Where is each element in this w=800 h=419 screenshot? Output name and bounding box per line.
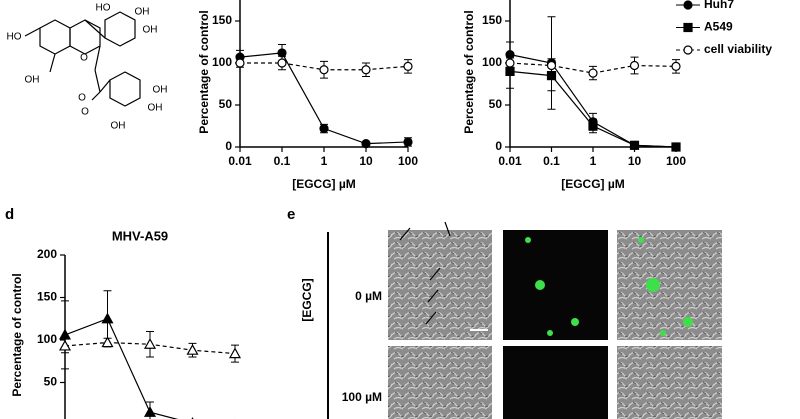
marker bbox=[403, 137, 413, 147]
marker bbox=[58, 339, 72, 351]
y-tick-label: 100 bbox=[37, 332, 57, 346]
row-label: 0 µM bbox=[355, 289, 382, 303]
marker bbox=[143, 406, 157, 417]
marker bbox=[101, 312, 114, 324]
marker bbox=[277, 48, 287, 58]
marker bbox=[186, 343, 199, 355]
x-axis-label: [EGCG] µM bbox=[561, 177, 625, 191]
legend-marker bbox=[683, 22, 693, 33]
marker bbox=[505, 58, 515, 68]
panel-label: d bbox=[5, 206, 14, 223]
legend-marker bbox=[683, 45, 693, 55]
x-tick-label: 100 bbox=[666, 154, 686, 168]
y-axis-label: Percentage of control bbox=[462, 10, 476, 133]
marker bbox=[588, 121, 598, 131]
x-tick-label: 1 bbox=[590, 154, 597, 168]
x-tick-label: 0.01 bbox=[228, 154, 252, 168]
atom-label: O bbox=[78, 93, 86, 104]
atom-label: OH bbox=[148, 103, 163, 114]
marker bbox=[546, 60, 557, 71]
legend-marker bbox=[683, 0, 693, 10]
marker bbox=[671, 142, 681, 152]
x-tick-label: 100 bbox=[398, 154, 418, 168]
chart: 0 50 100 150 200 Percentage of control MHV-A59 bbox=[10, 228, 242, 419]
y-axis-label: Percentage of control bbox=[10, 273, 24, 396]
x-tick-label: 0.1 bbox=[274, 154, 291, 168]
y-tick-label: 50 bbox=[219, 97, 233, 111]
y-axis-label: Percentage of control bbox=[197, 10, 211, 133]
panel-e-images bbox=[327, 221, 722, 419]
y-tick-label: 150 bbox=[212, 13, 232, 27]
marker bbox=[629, 60, 640, 71]
y-tick-label: 0 bbox=[50, 417, 57, 419]
atom-label: OH bbox=[25, 75, 40, 86]
x-tick-label: 10 bbox=[628, 154, 642, 168]
series-line bbox=[509, 70, 677, 148]
x-tick-label: 10 bbox=[359, 154, 373, 168]
marker bbox=[403, 61, 413, 71]
marker bbox=[629, 140, 640, 150]
atom-label: O bbox=[81, 107, 89, 118]
x-axis-label: [EGCG] µM bbox=[292, 177, 356, 191]
marker bbox=[361, 65, 371, 75]
y-tick-label: 150 bbox=[482, 13, 502, 27]
marker bbox=[58, 328, 72, 340]
y-tick-label: 100 bbox=[212, 55, 232, 69]
chart: 0 50 100 150 0.01 0.1 1 10 100 Percentage of cont… bbox=[462, 0, 772, 191]
marker bbox=[505, 66, 515, 77]
y-tick-label: 100 bbox=[482, 55, 502, 69]
x-tick-label: 1 bbox=[321, 154, 328, 168]
y-tick-label: 50 bbox=[44, 375, 58, 389]
x-tick-label: 0.1 bbox=[543, 154, 560, 168]
atom-label: OH bbox=[153, 85, 168, 96]
atom-label: HO bbox=[7, 32, 22, 43]
atom-label: HO bbox=[96, 3, 111, 14]
chart-title: MHV-A59 bbox=[112, 228, 168, 243]
y-tick-label: 0 bbox=[225, 139, 232, 153]
marker bbox=[143, 338, 157, 349]
axis-label: [EGCG] bbox=[300, 278, 314, 321]
legend-label: Huh7 bbox=[704, 0, 734, 11]
marker bbox=[235, 58, 245, 68]
y-tick-label: 150 bbox=[37, 290, 57, 304]
marker bbox=[319, 65, 329, 75]
marker bbox=[361, 139, 371, 149]
egcg-structure bbox=[24, 11, 141, 107]
marker bbox=[101, 336, 114, 348]
legend-label: cell viability bbox=[704, 42, 772, 56]
atom-label: O bbox=[80, 53, 88, 64]
y-tick-label: 50 bbox=[489, 97, 503, 111]
marker bbox=[588, 68, 598, 78]
atom-label: OH bbox=[111, 121, 126, 132]
y-tick-label: 200 bbox=[37, 247, 57, 261]
marker bbox=[546, 70, 557, 81]
atom-label: OH bbox=[135, 7, 150, 18]
y-tick-label: 0 bbox=[495, 139, 502, 153]
marker bbox=[319, 123, 329, 134]
x-tick-label: 0.01 bbox=[498, 154, 522, 168]
marker bbox=[277, 58, 287, 68]
marker bbox=[671, 61, 681, 71]
row-label: 100 µM bbox=[342, 390, 382, 404]
atom-label: OH bbox=[143, 25, 158, 36]
marker bbox=[228, 347, 242, 359]
panel-label: e bbox=[287, 206, 295, 223]
legend-label: A549 bbox=[704, 20, 733, 34]
